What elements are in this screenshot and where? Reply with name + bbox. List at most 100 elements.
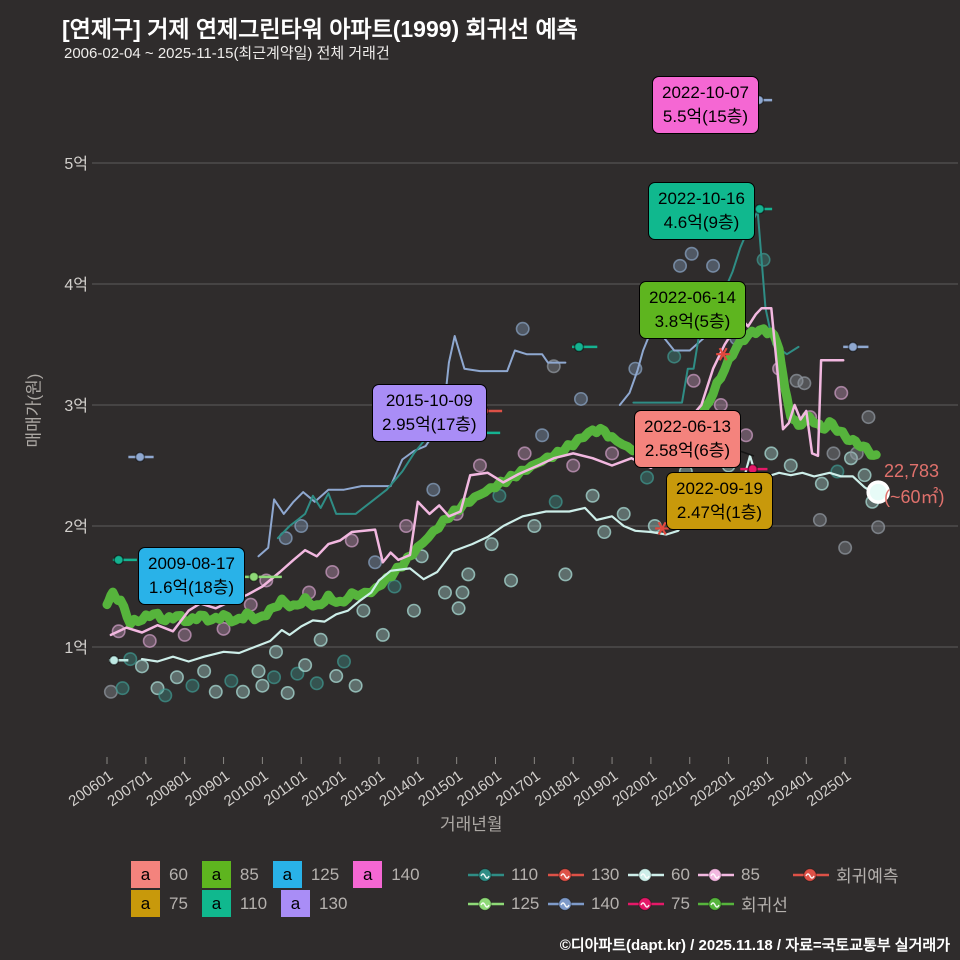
scatter-point — [169, 670, 184, 685]
legend-line-item-110[interactable]: 110 — [468, 860, 548, 889]
annotation-2022-10-16: 2022-10-16 4.6억(9층) — [648, 182, 755, 241]
line-marker-icon — [628, 867, 664, 882]
x-axis-title: 거래년월 — [440, 815, 503, 834]
scatter-point — [814, 476, 829, 491]
annotation-date: 2015-10-09 — [385, 391, 473, 410]
dash-marker-dot-140 — [847, 341, 859, 353]
line-marker-icon — [698, 867, 734, 882]
legend-annotation-item-75[interactable]: a 75 — [131, 890, 188, 917]
scatter-point — [517, 446, 532, 461]
scatter-point — [356, 603, 371, 618]
y-tick-5억: 5억 — [64, 155, 88, 173]
scatter-point — [255, 678, 270, 693]
legend-annotation-item-110[interactable]: a 110 — [201, 890, 268, 917]
scatter-point — [280, 685, 295, 700]
legend-item-label: 회귀선 — [741, 896, 788, 915]
dash-marker-dot-110 — [113, 554, 124, 566]
annotation-date: 2009-08-17 — [148, 554, 235, 573]
scatter-point — [756, 252, 771, 267]
line-marker-icon — [548, 867, 584, 882]
legend-annotation-item-140[interactable]: a 140 — [353, 861, 420, 888]
scatter-point — [535, 428, 550, 443]
legend-annotation-item-125[interactable]: a 125 — [272, 861, 339, 888]
annotation-2022-06-13: 2022-06-13 2.58억(6층) — [634, 410, 741, 469]
scatter-point — [789, 373, 804, 388]
legend-annotation-item-130[interactable]: a 130 — [281, 890, 347, 917]
series-line-110 — [276, 437, 439, 540]
scatter-point — [812, 512, 827, 527]
scatter-point — [548, 494, 563, 509]
annotation-price: 1.6억(18층) — [148, 578, 235, 598]
legend-item-label: 110 — [239, 893, 268, 913]
scatter-point — [673, 258, 688, 273]
legend-item-label: 110 — [511, 864, 539, 884]
scatter-point — [208, 684, 223, 699]
scatter-point — [406, 603, 421, 618]
annotation-date: 2022-06-14 — [649, 288, 736, 307]
legend-item-label: 75 — [169, 893, 188, 913]
legend-line-item-130[interactable]: 130 — [548, 860, 628, 889]
legend-line-item-140[interactable]: 140 — [548, 889, 628, 918]
legend-line-item-85[interactable]: 85 — [698, 860, 793, 889]
page-title: [연제구] 거제 연제그린타워 아파트(1999) 회귀선 예측 — [62, 16, 578, 42]
scatter-point — [437, 585, 452, 600]
scatter-point — [313, 632, 328, 647]
scatter-point — [857, 468, 872, 483]
line-marker-icon — [793, 867, 829, 882]
legend-item-label: 85 — [741, 864, 760, 884]
legend-line-item-회귀예측[interactable]: 회귀예측 — [793, 860, 899, 889]
scatter-point — [185, 678, 200, 693]
prediction-marker — [718, 347, 728, 361]
legend-item-label: 140 — [591, 893, 620, 913]
scatter-point — [426, 482, 441, 497]
scatter-point — [134, 659, 149, 674]
scatter-point — [375, 627, 390, 642]
page-subtitle: 2006-02-04 ~ 2025-11-15(최근계약일) 전체 거래건 — [64, 45, 390, 62]
legend-line-item-60[interactable]: 60 — [628, 860, 698, 889]
scatter-point — [871, 520, 886, 535]
y-tick-2억: 2억 — [64, 518, 88, 536]
scatter-point — [484, 537, 499, 552]
scatter-point — [158, 688, 173, 703]
line-marker-icon — [698, 896, 734, 911]
scatter-point — [294, 518, 309, 533]
scatter-point — [399, 518, 414, 533]
dash-marker-dot-140 — [134, 451, 146, 463]
legend-line-item-125[interactable]: 125 — [468, 889, 548, 918]
footer-credit: ©디아파트(dapt.kr) / 2025.11.18 / 자료=국토교통부 실… — [559, 937, 950, 954]
scatter-point — [573, 391, 588, 406]
legend-color-swatch: a — [201, 890, 231, 917]
scatter-point — [797, 376, 812, 391]
scatter-point — [764, 446, 779, 461]
annotation-2022-10-07: 2022-10-07 5.5억(15층) — [652, 76, 759, 135]
annotation-price: 2.95억(17층) — [382, 415, 477, 435]
dash-marker-dot-110 — [754, 203, 765, 215]
legend-annotation-item-60[interactable]: a 60 — [131, 861, 188, 888]
y-tick-1억: 1억 — [64, 639, 88, 657]
scatter-point — [368, 555, 383, 570]
annotation-date: 2022-09-19 — [676, 479, 763, 498]
scatter-point — [197, 664, 212, 679]
legend-item-label: 125 — [511, 893, 540, 913]
scatter-point — [461, 567, 476, 582]
legend-item-label: 75 — [671, 893, 690, 913]
latest-price-area: (~60㎡) — [884, 487, 945, 508]
scatter-point — [387, 579, 402, 594]
legend-line-item-회귀선[interactable]: 회귀선 — [698, 889, 793, 918]
annotation-2015-10-09: 2015-10-09 2.95억(17층) — [372, 384, 487, 443]
scatter-point — [597, 525, 612, 540]
legend-color-swatch: a — [131, 890, 160, 917]
scatter-point — [834, 385, 849, 400]
legend-line-item-75[interactable]: 75 — [628, 889, 698, 918]
scatter-point — [566, 458, 581, 473]
legend-color-swatch: a — [353, 861, 383, 888]
scatter-point — [455, 585, 470, 600]
scatter-point — [348, 678, 363, 693]
annotation-price: 2.47억(1층) — [676, 503, 763, 523]
legend-annotation-item-85[interactable]: a 85 — [201, 861, 259, 888]
legend-item-label: 회귀예측 — [836, 867, 899, 886]
legend-item-label: 140 — [391, 864, 420, 884]
x-tick-201001: 201001 — [221, 767, 272, 810]
